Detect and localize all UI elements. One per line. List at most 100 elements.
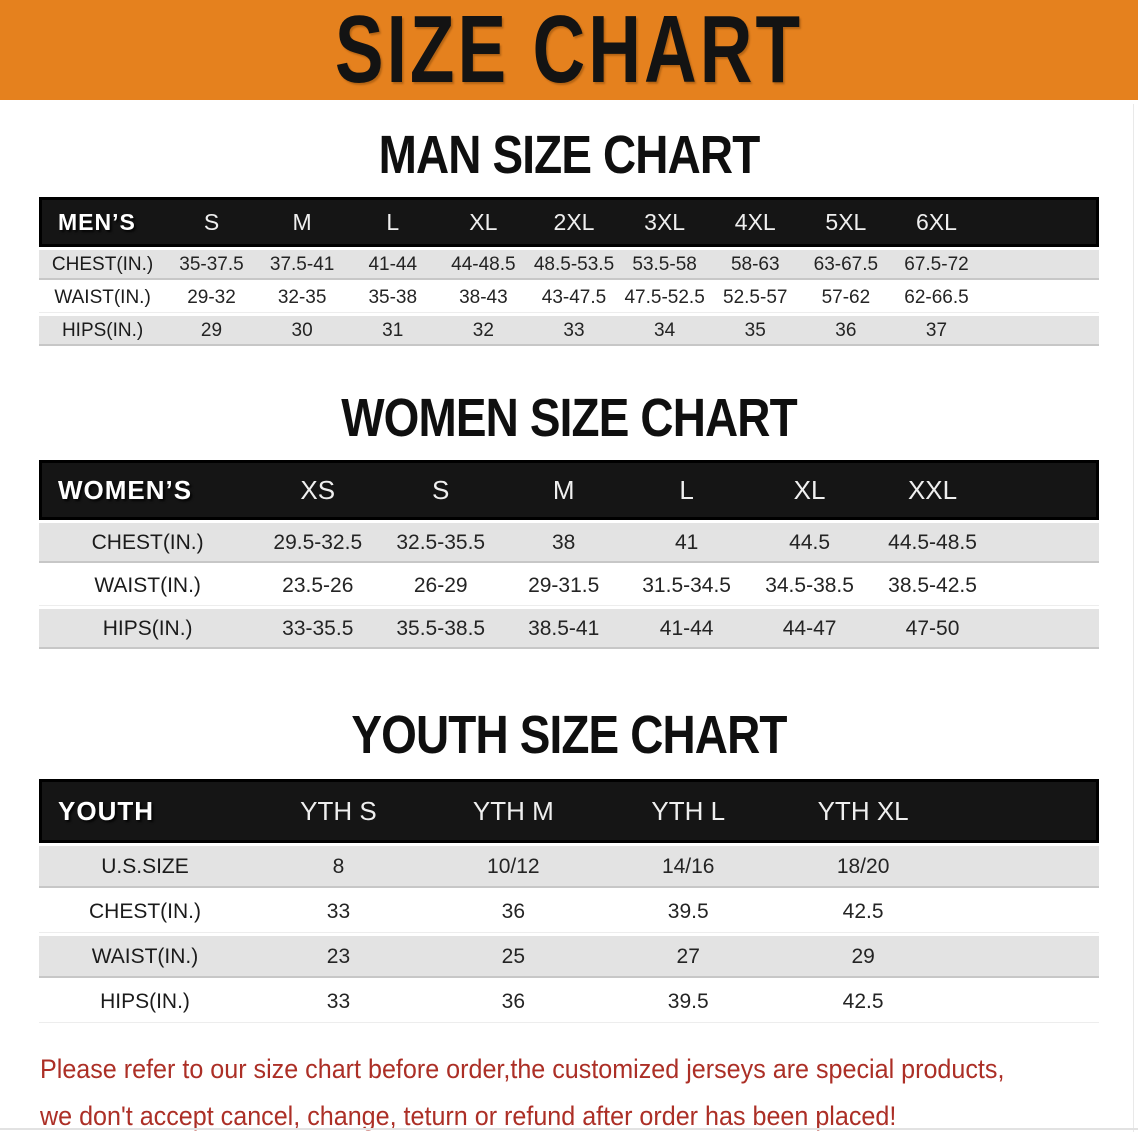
size-cell: 35-38 <box>347 283 439 314</box>
size-cell: 29.5-32.5 <box>256 523 380 564</box>
size-cell: 44-48.5 <box>438 250 529 281</box>
image-edge-artifact <box>0 1128 1138 1130</box>
spacer-cell <box>994 460 1099 521</box>
size-cell: 38.5-42.5 <box>871 566 995 607</box>
size-cell: 62-66.5 <box>891 283 982 314</box>
size-cell: 32-35 <box>256 283 348 314</box>
size-cell: 29-31.5 <box>502 566 626 607</box>
spacer-cell <box>994 523 1099 564</box>
banner-title: SIZE CHART <box>334 0 804 103</box>
size-cell: 29-32 <box>166 283 257 314</box>
women-size-column-header: L <box>625 460 749 521</box>
size-cell: 58-63 <box>709 250 801 281</box>
row-label: WAIST(IN.) <box>39 936 251 979</box>
men-size-column-header: 5XL <box>800 197 892 248</box>
men-size-column-header: S <box>166 197 257 248</box>
youth-size-column-header: YTH M <box>425 779 601 844</box>
men-size-column-header: 3XL <box>619 197 710 248</box>
spacer-cell <box>950 891 1099 934</box>
size-cell: 33-35.5 <box>256 609 380 650</box>
women-hips-row: HIPS(IN.) 33-35.5 35.5-38.5 38.5-41 41-4… <box>39 609 1099 650</box>
youth-size-column-header: YTH XL <box>775 779 951 844</box>
size-cell: 42.5 <box>775 891 951 934</box>
size-cell: 30 <box>256 316 348 347</box>
spacer-cell <box>994 566 1099 607</box>
youth-table-header-row: YOUTH YTH S YTH M YTH L YTH XL <box>39 779 1099 844</box>
size-cell: 38 <box>502 523 626 564</box>
youth-section-heading: YOUTH SIZE CHART <box>351 705 787 766</box>
women-size-column-header: M <box>502 460 626 521</box>
size-cell: 35.5-38.5 <box>379 609 503 650</box>
spacer-cell <box>950 846 1099 889</box>
youth-table-label: YOUTH <box>39 779 251 844</box>
men-waist-row: WAIST(IN.) 29-32 32-35 35-38 38-43 43-47… <box>39 283 1099 314</box>
size-cell: 44.5 <box>748 523 872 564</box>
size-cell: 26-29 <box>379 566 503 607</box>
banner: SIZE CHART <box>0 0 1138 100</box>
size-cell: 48.5-53.5 <box>528 250 620 281</box>
size-cell: 34 <box>619 316 710 347</box>
size-cell: 23.5-26 <box>256 566 380 607</box>
youth-size-column-header: YTH L <box>600 779 776 844</box>
women-waist-row: WAIST(IN.) 23.5-26 26-29 29-31.5 31.5-34… <box>39 566 1099 607</box>
youth-ussize-row: U.S.SIZE 8 10/12 14/16 18/20 <box>39 846 1099 889</box>
size-cell: 32 <box>438 316 529 347</box>
men-size-column-header: 6XL <box>891 197 982 248</box>
men-size-table: MEN’S S M L XL 2XL 3XL 4XL 5XL 6XL CHEST… <box>39 194 1099 349</box>
size-cell: 33 <box>528 316 620 347</box>
size-cell: 39.5 <box>600 891 776 934</box>
size-cell: 47.5-52.5 <box>619 283 710 314</box>
row-label: HIPS(IN.) <box>39 316 167 347</box>
size-cell: 34.5-38.5 <box>748 566 872 607</box>
size-cell: 36 <box>425 891 601 934</box>
size-cell: 33 <box>251 891 426 934</box>
disclaimer: Please refer to our size chart before or… <box>40 1046 1138 1139</box>
youth-section: YOUTH SIZE CHART YOUTH YTH S YTH M YTH L… <box>0 704 1138 1026</box>
spacer-cell <box>950 936 1099 979</box>
row-label: HIPS(IN.) <box>39 981 251 1024</box>
men-size-column-header: XL <box>438 197 529 248</box>
women-chest-row: CHEST(IN.) 29.5-32.5 32.5-35.5 38 41 44.… <box>39 523 1099 564</box>
youth-waist-row: WAIST(IN.) 23 25 27 29 <box>39 936 1099 979</box>
size-cell: 44-47 <box>748 609 872 650</box>
size-cell: 18/20 <box>775 846 951 889</box>
size-cell: 38-43 <box>438 283 529 314</box>
men-size-column-header: L <box>347 197 439 248</box>
row-label: WAIST(IN.) <box>39 566 257 607</box>
size-cell: 33 <box>251 981 426 1024</box>
size-cell: 52.5-57 <box>709 283 801 314</box>
women-size-column-header: XL <box>748 460 872 521</box>
size-cell: 27 <box>600 936 776 979</box>
row-label: CHEST(IN.) <box>39 250 167 281</box>
men-size-column-header: 4XL <box>709 197 801 248</box>
size-cell: 41 <box>625 523 749 564</box>
size-cell: 57-62 <box>800 283 892 314</box>
men-section-heading: MAN SIZE CHART <box>378 125 761 185</box>
row-label: U.S.SIZE <box>39 846 251 889</box>
size-cell: 42.5 <box>775 981 951 1024</box>
size-cell: 41-44 <box>625 609 749 650</box>
disclaimer-line1: Please refer to our size chart before or… <box>40 1054 1005 1085</box>
spacer-cell <box>981 250 1099 281</box>
size-cell: 37 <box>891 316 982 347</box>
women-table-header-row: WOMEN’S XS S M L XL XXL <box>39 460 1099 521</box>
men-table-header-row: MEN’S S M L XL 2XL 3XL 4XL 5XL 6XL <box>39 197 1099 248</box>
men-section: MAN SIZE CHART MEN’S S M L XL 2XL 3XL 4X… <box>0 124 1138 349</box>
youth-size-table: YOUTH YTH S YTH M YTH L YTH XL U.S.SIZE … <box>39 776 1099 1026</box>
size-cell: 31 <box>347 316 439 347</box>
row-label: CHEST(IN.) <box>39 523 257 564</box>
size-cell: 53.5-58 <box>619 250 710 281</box>
men-chest-row: CHEST(IN.) 35-37.5 37.5-41 41-44 44-48.5… <box>39 250 1099 281</box>
spacer-cell <box>994 609 1099 650</box>
spacer-cell <box>950 981 1099 1024</box>
youth-chest-row: CHEST(IN.) 33 36 39.5 42.5 <box>39 891 1099 934</box>
size-cell: 35 <box>709 316 801 347</box>
spacer-cell <box>950 779 1099 844</box>
youth-size-column-header: YTH S <box>251 779 426 844</box>
size-cell: 38.5-41 <box>502 609 626 650</box>
size-cell: 63-67.5 <box>800 250 892 281</box>
size-cell: 43-47.5 <box>528 283 620 314</box>
row-label: HIPS(IN.) <box>39 609 257 650</box>
size-cell: 35-37.5 <box>166 250 257 281</box>
